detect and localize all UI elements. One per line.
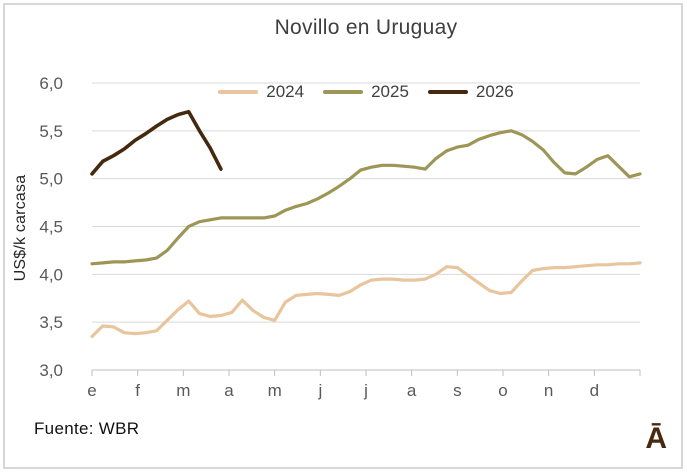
chart-title: Novillo en Uruguay: [274, 16, 458, 39]
y-tick-label: 6,0: [39, 74, 63, 93]
y-tick-label: 5,0: [39, 170, 63, 189]
x-tick-label: e: [87, 381, 96, 400]
series-line-2026: [90, 109, 223, 176]
legend-item-2024: 2024: [218, 82, 304, 102]
y-tick-label: 3,0: [39, 361, 63, 380]
x-tick-label: o: [498, 381, 507, 400]
y-tick-label: 3,5: [39, 313, 63, 332]
legend-item-2025: 2025: [323, 82, 409, 102]
series-line-2024: [90, 261, 642, 339]
legend-item-2026: 2026: [427, 82, 514, 102]
x-tick-label: d: [590, 381, 599, 400]
chart-frame: [3, 3, 683, 469]
x-tick-label: j: [317, 381, 322, 400]
x-tick-label: m: [176, 381, 190, 400]
x-tick-label: f: [135, 381, 140, 400]
legend-swatch-2026: [427, 90, 468, 94]
source-note: Fuente: WBR: [34, 419, 140, 438]
x-tick-label: a: [224, 381, 234, 400]
legend-label-2026: 2026: [475, 82, 514, 101]
legend-label-2024: 2024: [266, 82, 305, 101]
legend: 2024 2025 2026: [92, 82, 640, 102]
y-tick-label: 5,5: [39, 122, 63, 141]
y-axis-title: US$/k carcasa: [12, 174, 29, 282]
legend-swatch-2025: [323, 90, 364, 94]
y-tick-label: 4,0: [39, 265, 63, 284]
x-tick-label: n: [544, 381, 553, 400]
y-tick-label: 4,5: [39, 218, 63, 237]
brand-logo-icon: Ā: [645, 422, 667, 455]
legend-swatch-2024: [218, 90, 259, 94]
x-tick-label: a: [407, 381, 417, 400]
series-line-2025: [90, 129, 642, 266]
legend-label-2025: 2025: [371, 82, 409, 101]
x-tick-label: s: [453, 381, 462, 400]
x-tick-label: j: [363, 381, 368, 400]
x-tick-label: m: [268, 381, 282, 400]
